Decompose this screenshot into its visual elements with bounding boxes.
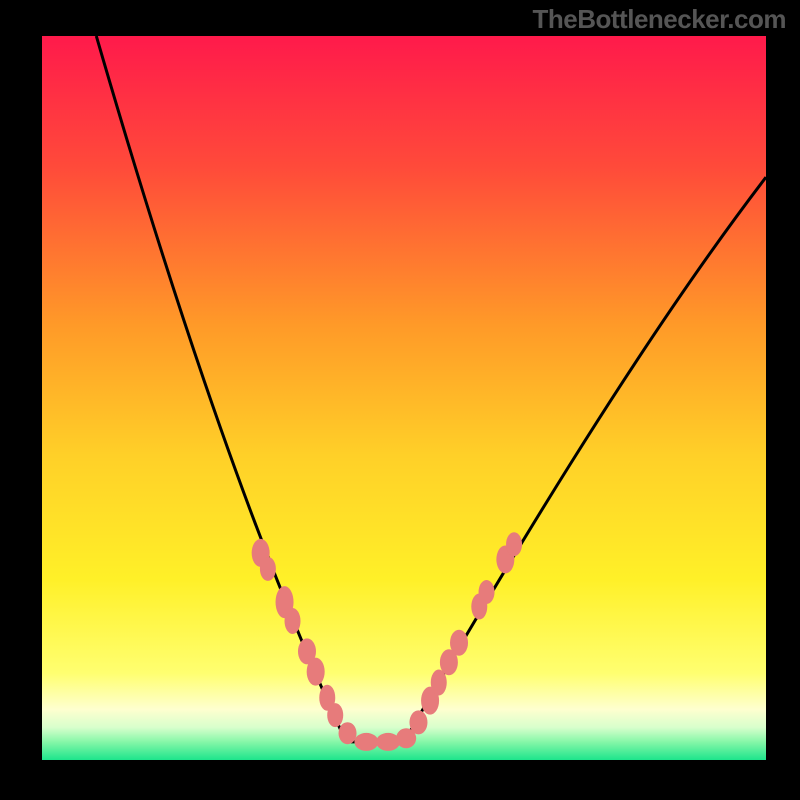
- data-point: [376, 733, 400, 751]
- data-point: [285, 608, 301, 634]
- data-point: [260, 557, 276, 581]
- data-point: [339, 722, 357, 744]
- data-point: [327, 703, 343, 727]
- gradient-background: [42, 36, 766, 760]
- watermark-text: TheBottlenecker.com: [533, 4, 786, 35]
- plot-svg: [42, 36, 766, 760]
- plot-area: [42, 36, 766, 760]
- data-point: [506, 532, 522, 556]
- data-point: [479, 580, 495, 604]
- data-point: [409, 710, 427, 734]
- data-point: [307, 658, 325, 686]
- data-point: [354, 733, 378, 751]
- chart-frame: TheBottlenecker.com: [0, 0, 800, 800]
- data-point: [450, 630, 468, 656]
